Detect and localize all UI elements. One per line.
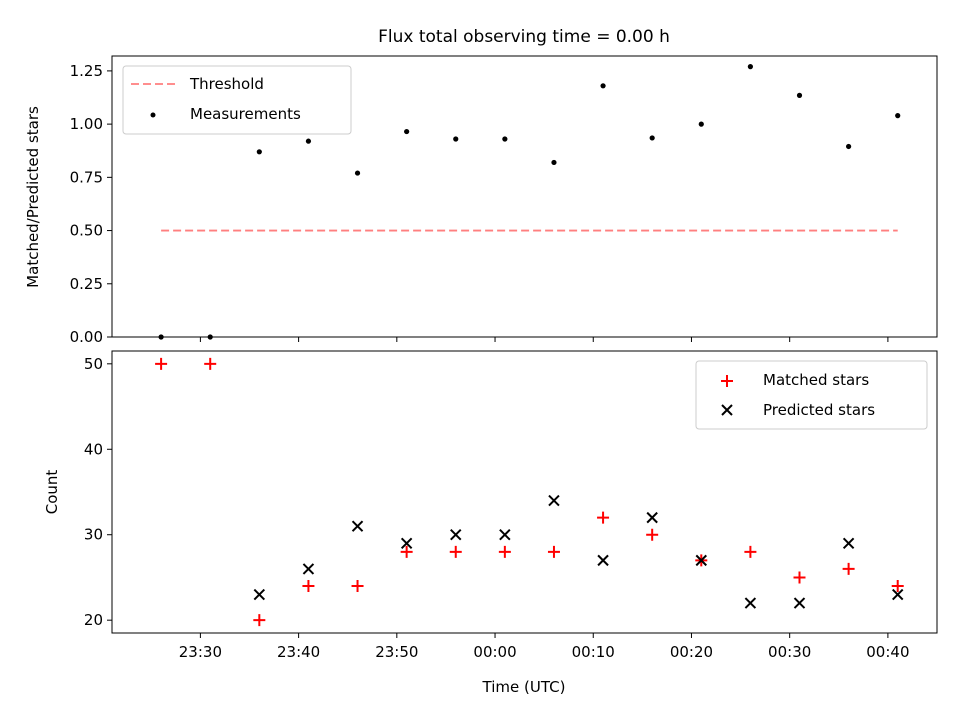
top-legend-box: [122, 65, 352, 135]
predicted-star-point: [892, 588, 904, 601]
matched-star-point: [498, 545, 511, 558]
legend-measurements-swatch: [150, 112, 156, 118]
top-panel: Flux total observing time = 0.00 h Match…: [24, 27, 938, 346]
predicted-star-point: [842, 537, 855, 549]
measurement-point: [305, 138, 312, 144]
measurement-point: [404, 128, 410, 135]
x-tick-label: 23:30: [179, 643, 222, 661]
predicted-star-point: [400, 537, 413, 549]
measurement-point: [698, 121, 704, 127]
matched-star-point: [547, 545, 560, 558]
top-y-axis-label: Matched/Predicted stars: [24, 106, 42, 288]
x-tick-label: 00:10: [572, 643, 615, 661]
top-chart-title: Flux total observing time = 0.00 h: [378, 27, 670, 47]
measurement-point: [846, 143, 852, 150]
bottom-panel: Count 20 30 40 50 23:30 23:40 23:50 00:00 00:10…: [43, 350, 938, 696]
matched-star-point: [449, 545, 462, 558]
predicted-star-point: [695, 554, 707, 567]
bottom-y-tick-label: 50: [84, 355, 103, 373]
measurement-point: [600, 83, 606, 89]
legend-threshold-label: Threshold: [189, 75, 264, 93]
predicted-star-point: [302, 563, 315, 575]
predicted-star-point: [351, 520, 364, 532]
top-y-tick-label: 0.00: [70, 328, 103, 346]
x-tick-label: 00:20: [670, 643, 713, 661]
legend-matched-swatch: [721, 375, 733, 387]
predicted-star-point: [744, 597, 757, 609]
measurement-point: [649, 135, 655, 141]
measurement-point: [354, 170, 361, 176]
bottom-y-ticks: 20 30 40 50: [84, 355, 112, 629]
measurement-point: [256, 149, 262, 155]
matched-star-point: [842, 562, 855, 575]
bottom-y-axis-label: Count: [43, 470, 61, 515]
bottom-plot-frame: [111, 350, 938, 634]
matched-star-point: [302, 580, 315, 592]
matched-star-point: [155, 357, 168, 370]
measurement-point: [453, 136, 459, 142]
matched-star-point: [351, 580, 364, 592]
predicted-star-point: [793, 597, 806, 609]
predicted-star-point: [548, 494, 560, 507]
matched-star-point: [646, 528, 659, 541]
matched-star-point: [597, 511, 610, 524]
legend-predicted-swatch: [721, 404, 733, 416]
top-y-tick-label: 0.75: [70, 168, 103, 186]
measurement-point: [551, 159, 557, 166]
top-x-ticks: [199, 337, 889, 342]
top-legend: Threshold Measurements: [122, 65, 352, 135]
top-y-tick-label: 1.00: [70, 115, 103, 133]
predicted-star-point: [253, 588, 266, 601]
bottom-legend: Matched stars Predicted stars: [695, 360, 928, 430]
legend-matched-label: Matched stars: [763, 371, 869, 389]
legend-measurements-label: Measurements: [190, 105, 301, 123]
x-tick-label: 00:40: [866, 643, 909, 661]
top-y-tick-label: 0.25: [70, 275, 103, 293]
bottom-y-tick-label: 30: [84, 526, 103, 544]
predicted-star-point: [450, 529, 462, 541]
x-tick-label: 00:30: [768, 643, 811, 661]
matched-star-point: [744, 545, 757, 558]
matched-star-point: [891, 580, 904, 592]
x-tick-label: 23:50: [375, 643, 418, 661]
top-plot-frame: [111, 55, 938, 338]
bottom-plot-content: [155, 357, 904, 627]
measurement-point: [747, 64, 753, 70]
matched-star-point: [253, 614, 266, 627]
top-y-tick-label: 1.25: [70, 62, 103, 80]
measurement-point: [895, 113, 901, 119]
measurement-point: [502, 136, 508, 142]
predicted-star-point: [499, 529, 511, 541]
bottom-x-ticks: 23:30 23:40 23:50 00:00 00:10 00:20 00:30 00:40: [179, 633, 910, 661]
top-y-tick-label: 0.50: [70, 222, 103, 240]
matched-star-point: [793, 571, 806, 584]
predicted-star-point: [597, 554, 609, 567]
matched-star-point: [400, 545, 413, 558]
measurement-point: [796, 92, 803, 98]
top-plot-content: [158, 64, 901, 340]
x-tick-label: 00:00: [473, 643, 516, 661]
matched-star-point: [204, 357, 217, 370]
top-y-ticks: 0.00 0.25 0.50 0.75 1.00 1.25: [70, 62, 112, 346]
predicted-star-point: [646, 511, 658, 524]
x-tick-label: 23:40: [277, 643, 320, 661]
bottom-y-tick-label: 40: [84, 440, 103, 458]
x-axis-label: Time (UTC): [482, 678, 566, 696]
legend-predicted-label: Predicted stars: [763, 401, 875, 419]
bottom-legend-box: [695, 360, 928, 430]
bottom-y-tick-label: 20: [84, 611, 103, 629]
